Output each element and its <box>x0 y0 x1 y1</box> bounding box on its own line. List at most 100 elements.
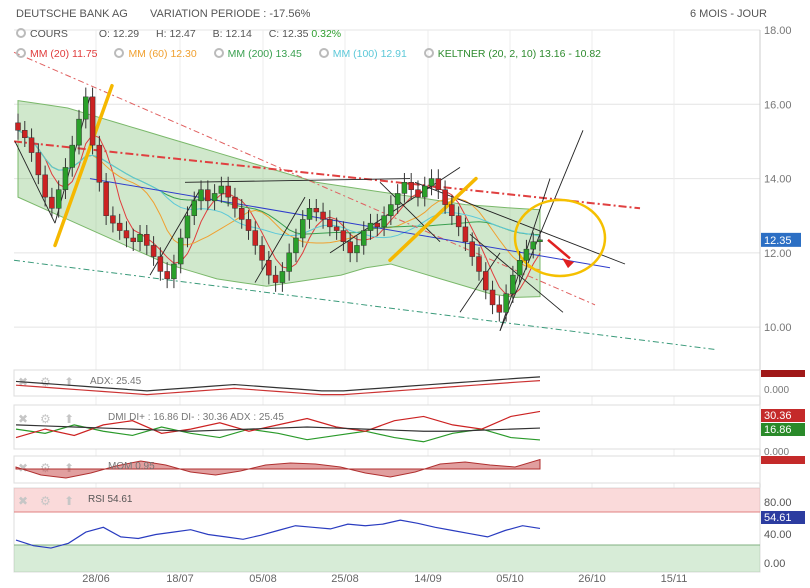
mom-badge <box>761 456 805 464</box>
close-value: C: 12.35 <box>268 28 309 40</box>
adx-secondary-line <box>15 380 541 396</box>
gear-icon[interactable] <box>16 48 26 58</box>
candle-body <box>347 241 353 254</box>
high-value: H: 12.47 <box>156 28 196 40</box>
arrow-up-icon: ⬆ <box>64 461 74 475</box>
gear-icon: ⚙ <box>40 494 51 508</box>
candle-body <box>266 260 272 276</box>
rsi-overbought-zone <box>14 488 760 512</box>
candle-body <box>394 193 401 205</box>
candle-body <box>537 239 543 242</box>
arrow-head <box>562 258 574 269</box>
dmi-minus-badge-text: 30.36 <box>764 410 792 422</box>
candle-body <box>116 222 123 231</box>
price-badge-text: 12.35 <box>764 235 792 247</box>
candle-body <box>320 211 326 220</box>
trend-line <box>14 141 56 224</box>
instrument-title: DEUTSCHE BANK AG <box>16 8 128 20</box>
trend-line <box>254 196 306 283</box>
candle-body <box>252 230 259 246</box>
panel-frame <box>13 369 761 397</box>
candle-body <box>184 215 191 239</box>
candle-body <box>150 245 157 257</box>
value-badges: 12.35 <box>761 232 801 247</box>
dmi-label: DMI DI+ : 16.86 DI- : 30.36 ADX : 25.45 <box>108 412 284 423</box>
candle-body <box>245 219 252 231</box>
candle-body <box>381 215 387 228</box>
candle-body <box>442 189 448 205</box>
gear-icon: ⚙ <box>40 461 51 475</box>
candle-body <box>89 96 96 146</box>
x-tick-label: 14/09 <box>414 573 442 585</box>
candle-body <box>42 174 48 198</box>
date-axis: 28/06 18/07 05/08 25/08 14/09 05/10 26/10 15/11 <box>82 573 687 585</box>
candle-body <box>62 167 69 190</box>
candle-body <box>137 234 143 242</box>
close-icon: ✖ <box>18 412 28 426</box>
period-label[interactable]: 6 MOIS - JOUR <box>690 8 768 20</box>
mm200-value: 13.45 <box>275 48 302 60</box>
gear-icon[interactable] <box>423 48 434 58</box>
candle-body <box>157 256 164 272</box>
candle-body <box>401 182 408 194</box>
candle-body <box>110 215 116 224</box>
mom-label: MOM 0.95 <box>108 461 155 472</box>
mm60-value: 12.30 <box>170 48 197 60</box>
highlight-ellipse <box>513 198 607 278</box>
candle-body <box>35 152 42 176</box>
y-tick-label: 10.00 <box>764 322 792 334</box>
candle-body <box>360 230 367 246</box>
gear-icon: ⚙ <box>40 412 51 426</box>
candle-body <box>238 208 245 220</box>
price-badge <box>761 232 801 247</box>
candle-body <box>198 189 204 202</box>
candle-body <box>211 193 218 202</box>
dmi-minus-line <box>15 410 541 439</box>
trend-line <box>459 252 501 313</box>
candle-body <box>415 189 421 198</box>
ohlc-legend: COURS O: 12.29 H: 12.47 B: 12.14 C: 12.3… <box>16 28 341 40</box>
candle-body <box>218 185 225 194</box>
x-tick-label: 28/06 <box>82 573 110 585</box>
gear-icon[interactable] <box>16 28 26 38</box>
candle-body <box>462 226 469 242</box>
rsi-badge-text: 54.61 <box>764 512 792 524</box>
candle-body <box>225 185 231 198</box>
candle-body <box>306 208 313 220</box>
gear-icon[interactable] <box>114 48 125 58</box>
candle-body <box>83 96 89 120</box>
moving-average-line <box>17 129 541 296</box>
candle-body <box>516 260 523 276</box>
momentum-area <box>15 458 541 479</box>
candle-body <box>340 230 347 242</box>
candle-body <box>191 200 198 216</box>
trend-line <box>499 130 584 332</box>
adx-label: ADX: 25.45 <box>90 376 142 387</box>
x-tick-label: 18/07 <box>166 573 194 585</box>
change-value: 0.32% <box>311 28 342 40</box>
keltner-value: 13.16 - 10.82 <box>539 48 602 60</box>
rsi-badge <box>761 511 805 524</box>
candle-body <box>164 271 170 280</box>
variation-label: VARIATION PERIODE : -17.56% <box>150 8 311 20</box>
dmi-minus-badge <box>761 409 805 422</box>
candle-body <box>69 144 75 168</box>
candle-body <box>408 182 414 190</box>
y-tick-label: 14.00 <box>764 174 792 186</box>
price-axis: 10.00 12.00 14.00 16.00 18.00 <box>764 25 792 334</box>
candle-body <box>483 271 489 291</box>
cours-label: COURS <box>30 28 68 40</box>
candle-body <box>272 274 279 283</box>
trend-line <box>13 51 596 306</box>
trend-line <box>379 181 441 243</box>
candle-body <box>205 189 211 202</box>
close-icon: ✖ <box>18 461 28 475</box>
x-tick-label: 26/10 <box>578 573 606 585</box>
arrow-up-icon: ⬆ <box>64 375 74 389</box>
gear-icon[interactable] <box>213 48 224 58</box>
candle-body <box>259 245 265 261</box>
gear-icon[interactable] <box>318 48 329 58</box>
candle-body <box>171 263 177 280</box>
candle-body <box>496 304 503 313</box>
